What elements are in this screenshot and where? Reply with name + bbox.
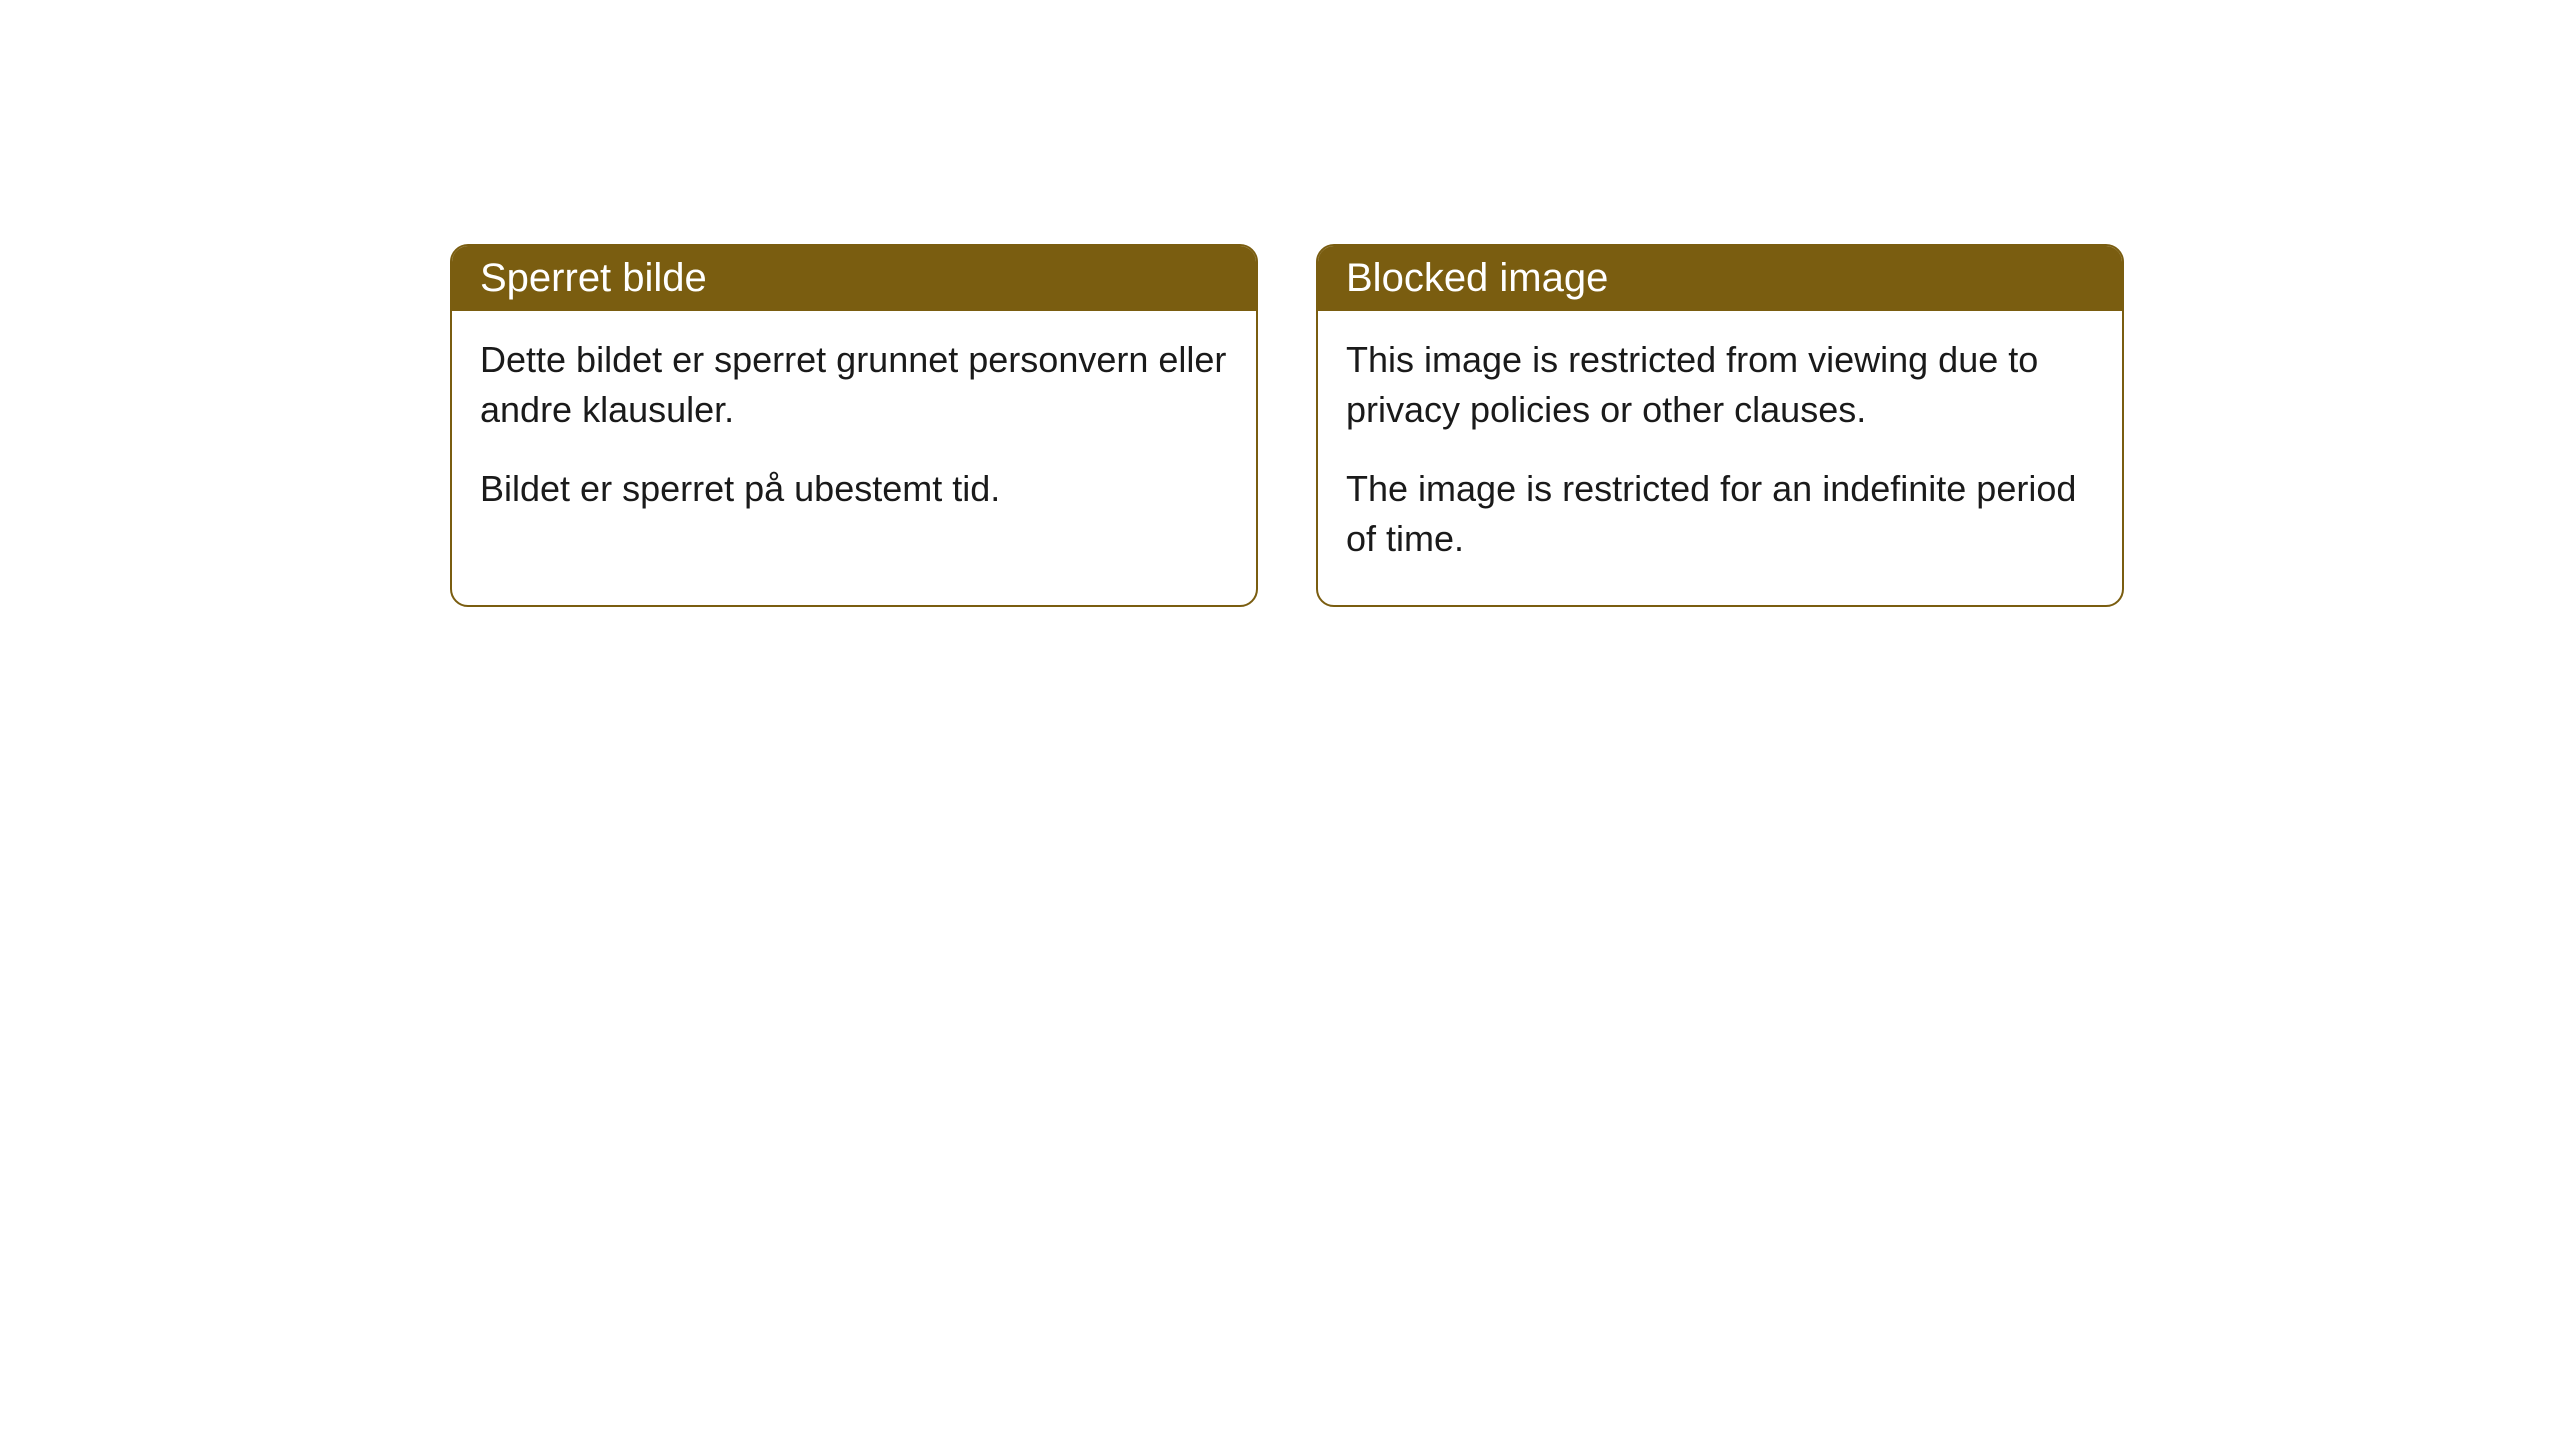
card-body: This image is restricted from viewing du… (1318, 311, 2122, 605)
blocked-image-cards-container: Sperret bilde Dette bildet er sperret gr… (450, 244, 2124, 607)
card-header: Blocked image (1318, 246, 2122, 311)
card-header: Sperret bilde (452, 246, 1256, 311)
card-paragraph: This image is restricted from viewing du… (1346, 335, 2094, 436)
card-body: Dette bildet er sperret grunnet personve… (452, 311, 1256, 554)
card-title: Blocked image (1346, 256, 1608, 300)
blocked-image-card-norwegian: Sperret bilde Dette bildet er sperret gr… (450, 244, 1258, 607)
blocked-image-card-english: Blocked image This image is restricted f… (1316, 244, 2124, 607)
card-title: Sperret bilde (480, 256, 707, 300)
card-paragraph: The image is restricted for an indefinit… (1346, 464, 2094, 565)
card-paragraph: Bildet er sperret på ubestemt tid. (480, 464, 1228, 514)
card-paragraph: Dette bildet er sperret grunnet personve… (480, 335, 1228, 436)
